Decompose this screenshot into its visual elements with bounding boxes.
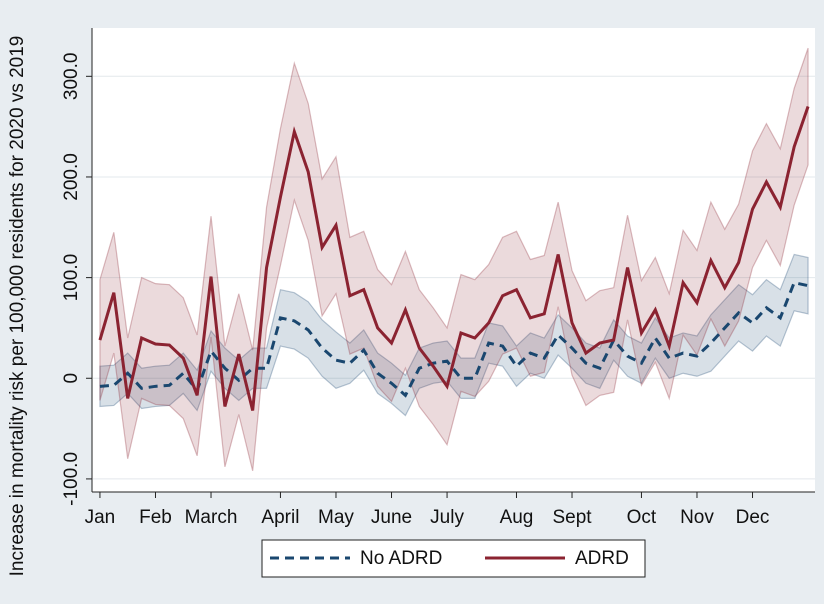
legend-label: ADRD: [575, 548, 629, 569]
data-line: [99, 280, 809, 398]
legend-label: No ADRD: [360, 548, 442, 569]
y-tick-label: 200.0: [61, 153, 82, 201]
x-tick-label: Oct: [627, 507, 657, 528]
confidence-band: [99, 47, 809, 472]
data-line: [98, 106, 810, 411]
y-tick-label: 0: [61, 373, 82, 384]
confidence-band: [99, 253, 809, 417]
y-tick-label: -100.0: [61, 452, 82, 506]
x-tick-label: Dec: [736, 507, 770, 528]
x-tick-label: Jan: [85, 507, 116, 528]
x-tick-label: Aug: [500, 507, 534, 528]
x-tick-label: March: [185, 507, 238, 528]
plot-area: [92, 28, 815, 492]
x-tick-label: April: [261, 507, 299, 528]
x-tick-label: June: [371, 507, 412, 528]
x-tick-label: Sept: [552, 507, 592, 528]
y-tick-label: 300.0: [61, 53, 82, 101]
legend-box: [261, 539, 646, 578]
x-tick-label: Nov: [680, 507, 714, 528]
x-tick-label: May: [318, 507, 354, 528]
x-tick-label: Feb: [139, 507, 172, 528]
y-axis-label: Increase in mortality risk per 100,000 r…: [7, 36, 28, 577]
y-tick-label: 100.0: [61, 254, 82, 302]
x-tick-label: July: [430, 507, 464, 528]
